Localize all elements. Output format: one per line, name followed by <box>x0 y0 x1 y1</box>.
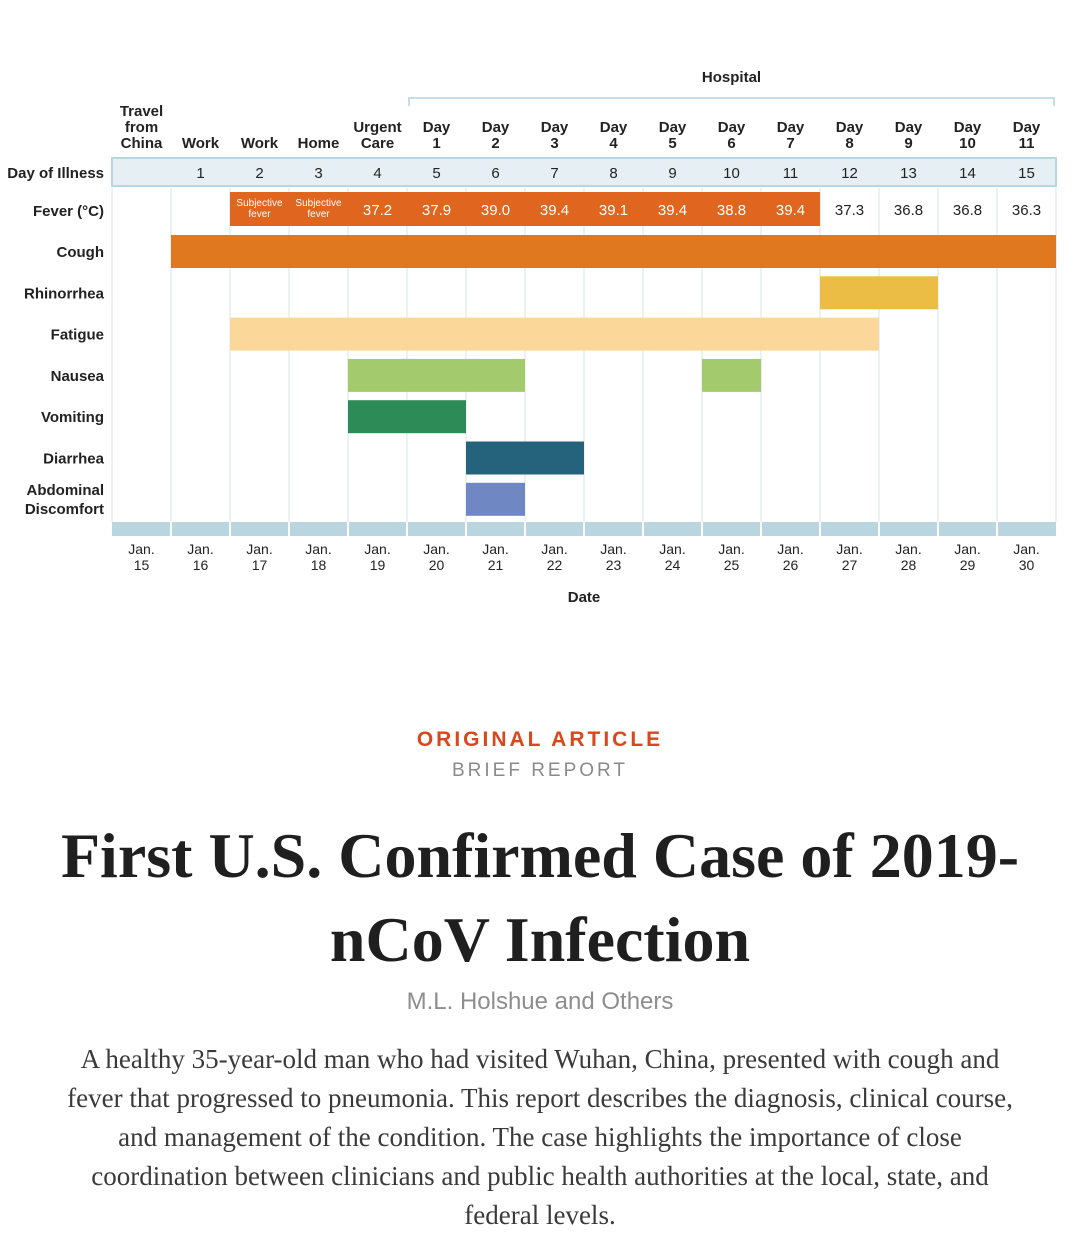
fever-value: 36.8 <box>894 202 923 219</box>
symptom-bar <box>466 441 584 475</box>
date-tick-label: Jan. 25 <box>718 541 744 573</box>
hospital-label: Hospital <box>702 69 761 86</box>
fever-value: 38.8 <box>717 202 746 219</box>
date-tick-label: Jan. 27 <box>836 541 862 573</box>
fever-bar <box>230 192 820 226</box>
location-header: Day 9 <box>895 119 923 152</box>
fever-value: Subjective fever <box>295 198 342 220</box>
day-of-illness-value: 15 <box>1018 165 1035 182</box>
symptom-label: Diarrhea <box>43 451 105 468</box>
location-header: Day 4 <box>600 119 628 152</box>
fever-value: 37.2 <box>363 202 392 219</box>
location-header: Day 1 <box>423 119 451 152</box>
day-of-illness-band <box>111 157 1057 187</box>
location-header: Travel from China <box>120 103 163 152</box>
fever-value: 37.9 <box>422 202 451 219</box>
symptom-label: Rhinorrhea <box>24 285 105 302</box>
symptom-bar <box>466 482 525 516</box>
symptom-label: Vomiting <box>41 409 104 426</box>
location-header: Day 2 <box>482 119 510 152</box>
date-tick-label: Jan. 17 <box>246 541 272 573</box>
article-authors[interactable]: M.L. Holshue and Others <box>406 988 674 1015</box>
day-of-illness-value: 5 <box>432 165 440 182</box>
location-header: Work <box>182 135 220 152</box>
date-tick-label: Jan. 16 <box>187 541 213 573</box>
date-tick-label: Jan. 18 <box>305 541 331 573</box>
symptom-bar <box>171 235 1056 268</box>
location-header: Day 7 <box>777 119 805 152</box>
symptom-label: Fatigue <box>51 327 104 344</box>
symptom-bar <box>230 317 879 351</box>
day-of-illness-value: 8 <box>609 165 617 182</box>
article-title[interactable]: First U.S. Confirmed Case of 2019-nCoV I… <box>60 820 1020 975</box>
fever-value: 37.3 <box>835 202 864 219</box>
date-tick-label: Jan. 19 <box>364 541 390 573</box>
day-of-illness-value: 7 <box>550 165 558 182</box>
date-tick-label: Jan. 15 <box>128 541 154 573</box>
symptom-bar <box>348 358 525 392</box>
date-tick-label: Jan. 20 <box>423 541 449 573</box>
date-tick-label: Jan. 28 <box>895 541 921 573</box>
day-of-illness-value: 11 <box>783 165 799 182</box>
symptom-bar <box>820 276 938 310</box>
location-header: Day 5 <box>659 119 687 152</box>
day-of-illness-value: 14 <box>959 165 976 182</box>
fever-value: 36.3 <box>1012 202 1041 219</box>
symptom-label: Abdominal Discomfort <box>25 482 104 518</box>
day-of-illness-value: 13 <box>900 165 917 182</box>
day-of-illness-value: 1 <box>196 165 204 182</box>
day-of-illness-value: 9 <box>668 165 676 182</box>
day-of-illness-value: 4 <box>373 165 381 182</box>
x-axis-title: Date <box>568 589 601 606</box>
article-abstract: A healthy 35-year-old man who had visite… <box>67 1044 1013 1230</box>
location-header: Day 8 <box>836 119 864 152</box>
date-tick-label: Jan. 24 <box>659 541 685 573</box>
date-tick-label: Jan. 23 <box>600 541 626 573</box>
location-header: Home <box>298 135 340 152</box>
day-of-illness-label: Day of Illness <box>7 165 104 182</box>
day-of-illness-value: 12 <box>841 165 858 182</box>
date-tick-label: Jan. 21 <box>482 541 508 573</box>
symptom-label: Cough <box>57 244 104 261</box>
location-header: Day 3 <box>541 119 569 152</box>
day-of-illness-value: 3 <box>314 165 322 182</box>
hospital-bracket <box>408 97 1055 106</box>
fever-value: 39.4 <box>776 202 805 219</box>
date-tick-label: Jan. 26 <box>777 541 803 573</box>
article-kicker[interactable]: ORIGINAL ARTICLE <box>416 728 664 751</box>
article-subkicker: BRIEF REPORT <box>451 760 629 781</box>
date-tick-label: Jan. 29 <box>954 541 980 573</box>
symptom-label: Nausea <box>51 368 105 385</box>
fever-label: Fever (°C) <box>33 203 104 220</box>
location-header: Day 11 <box>1013 119 1041 152</box>
day-of-illness-value: 2 <box>255 165 263 182</box>
symptom-bar <box>702 358 761 392</box>
symptom-bar <box>348 400 466 434</box>
fever-value: 36.8 <box>953 202 982 219</box>
fever-value: 39.1 <box>599 202 628 219</box>
date-tick-label: Jan. 30 <box>1013 541 1039 573</box>
symptom-timeline-chart: Hospital Travel from China Work Work Home Urgen… <box>7 69 1057 606</box>
fever-value: 39.4 <box>540 202 569 219</box>
location-header: Day 10 <box>954 119 982 152</box>
day-of-illness-value: 6 <box>491 165 499 182</box>
location-header: Work <box>241 135 279 152</box>
fever-value: Subjective fever <box>236 198 283 220</box>
date-tick-label: Jan. 22 <box>541 541 567 573</box>
day-of-illness-value: 10 <box>723 165 740 182</box>
location-header: Day 6 <box>718 119 746 152</box>
fever-value: 39.0 <box>481 202 510 219</box>
location-header: Urgent Care <box>353 119 401 152</box>
fever-value: 39.4 <box>658 202 687 219</box>
